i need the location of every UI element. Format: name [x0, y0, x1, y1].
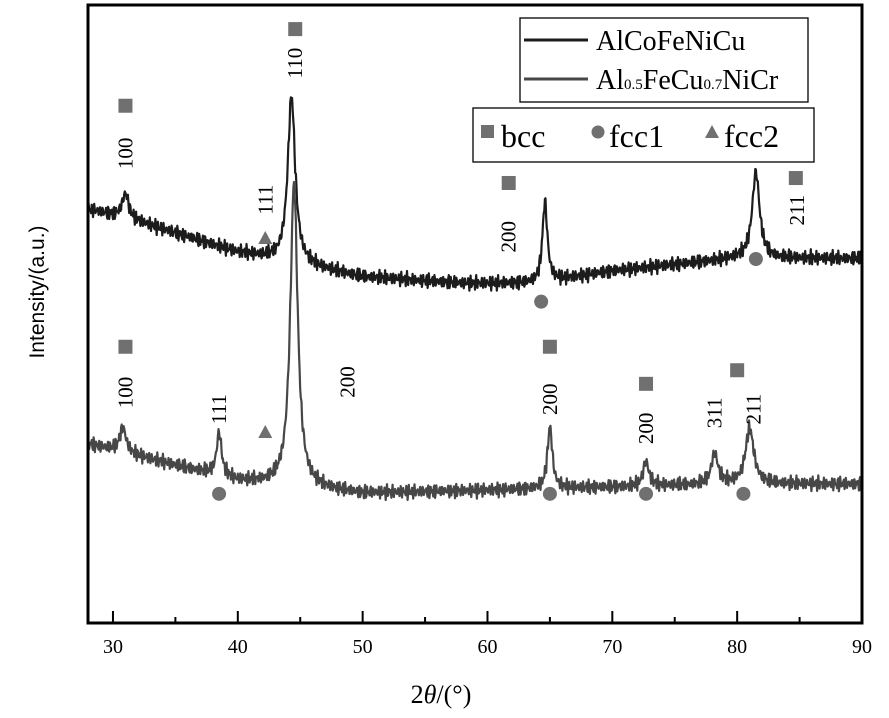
legend-marker-bcc — [481, 125, 494, 138]
peak-label: 211 — [785, 195, 809, 226]
x-tick-label: 60 — [477, 636, 497, 658]
x-tick-label: 80 — [727, 636, 747, 658]
series-line-2 — [86, 180, 864, 502]
bcc-square-marker — [639, 376, 654, 391]
peak-label: 100 — [113, 138, 137, 170]
fcc1-circle-marker — [748, 251, 763, 266]
bcc-square-marker — [288, 22, 303, 37]
bcc-square-marker — [730, 363, 745, 378]
peak-label: 200 — [336, 366, 360, 398]
x-tick-label: 30 — [103, 636, 123, 658]
phase-markers — [118, 22, 803, 501]
peak-label: 100 — [113, 377, 137, 409]
fcc1-circle-marker — [736, 486, 751, 501]
x-tick-label: 50 — [353, 636, 373, 658]
fcc1-circle-marker — [542, 486, 557, 501]
x-tick-label: 40 — [228, 636, 248, 658]
peak-annotations: 100 110 111 200 211 100 111 200 200 200 311 211 — [113, 48, 809, 444]
series-legend: AlCoFeNiCu Al0.5FeCu0.7NiCr — [519, 17, 809, 103]
legend-marker-fcc1 — [591, 125, 605, 139]
legend-label-series-2: Al0.5FeCu0.7NiCr — [596, 65, 779, 96]
legend-label-bcc: bcc — [501, 118, 545, 154]
fcc1-circle-marker — [534, 294, 549, 309]
series-curves — [86, 96, 864, 502]
fcc2-triangle-marker — [258, 230, 273, 244]
peak-label: 110 — [283, 48, 307, 79]
peak-label: 311 — [703, 398, 727, 429]
legend-label-fcc1: fcc1 — [609, 118, 664, 154]
plot-frame — [86, 3, 864, 625]
phase-legend: bcc fcc1 fcc2 — [472, 107, 815, 163]
series-line-1 — [86, 96, 864, 292]
x-axis-label: 2θ/(°) — [411, 680, 472, 709]
legend-label-series-1: AlCoFeNiCu — [596, 26, 745, 57]
legend-label-fcc2: fcc2 — [724, 118, 779, 154]
peak-label: 111 — [253, 185, 277, 215]
y-axis-label: Intensity/(a.u.) — [26, 225, 49, 358]
fcc1-circle-marker — [212, 486, 227, 501]
peak-label: 200 — [538, 384, 562, 416]
peak-label: 200 — [634, 413, 658, 445]
x-axis-ticks: 30 40 50 60 70 80 90 — [103, 611, 872, 658]
x-tick-label: 90 — [852, 636, 872, 658]
peak-label: 111 — [207, 394, 231, 424]
fcc1-circle-marker — [639, 486, 654, 501]
bcc-square-marker — [501, 175, 516, 190]
peak-label: 211 — [741, 394, 765, 425]
x-tick-label: 70 — [602, 636, 622, 658]
bcc-square-marker — [788, 171, 803, 186]
fcc2-triangle-marker — [258, 425, 273, 439]
bcc-square-marker — [118, 339, 133, 354]
bcc-square-marker — [542, 339, 557, 354]
peak-label: 200 — [497, 221, 521, 253]
legend-marker-fcc2 — [705, 125, 719, 138]
bcc-square-marker — [118, 98, 133, 113]
